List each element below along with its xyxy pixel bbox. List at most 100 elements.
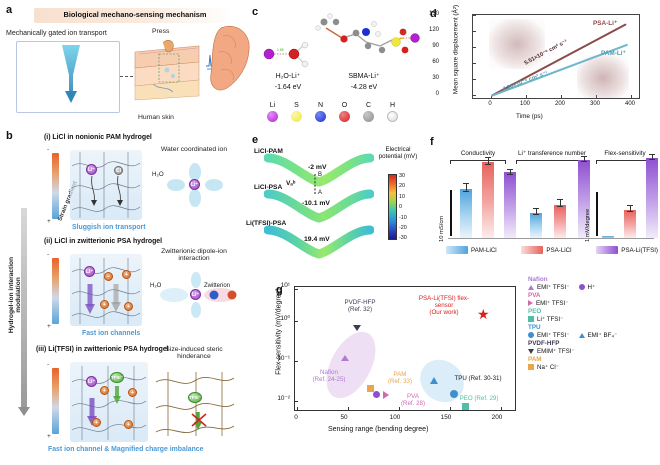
d-xtick: 400 xyxy=(624,101,635,107)
g-xtick: 100 xyxy=(389,414,401,421)
panel-a-title-bar xyxy=(34,8,232,23)
section-i-right-title: Water coordinated ion xyxy=(160,146,228,153)
hydrogel-network-iii: Li⁺ TFSI⁻ + + + + xyxy=(70,362,148,442)
triangle-up-icon xyxy=(528,284,534,290)
atom-legend-item: Li xyxy=(264,102,281,122)
g-legend-row: Li⁺ TFSI⁻ xyxy=(528,316,658,323)
atom-ball-n xyxy=(315,110,326,122)
panel-a-title: Biological mechano-sensing mechanism xyxy=(63,10,207,19)
g-point-tpu-emi[interactable] xyxy=(450,390,458,398)
cbar-tick: 0 xyxy=(399,204,402,210)
f-legend-item-psa-litfsi: PSA-Li(TFSI) xyxy=(596,246,658,254)
potential-ribbon-2 xyxy=(263,188,375,230)
e-row-label-3: Li(TFSI)-PSA xyxy=(246,220,287,227)
f-scalebar-flex xyxy=(596,192,598,236)
atom-legend-item: C xyxy=(360,102,377,122)
d-xtick: 300 xyxy=(589,101,600,107)
zwitterion-dipole-diagram: Li⁺ xyxy=(152,272,240,318)
f-scalebar-label-flex: 1 mV/degree xyxy=(585,208,591,242)
f-legend-label-psa-litfsi: PSA-Li(TFSI) xyxy=(621,246,658,254)
e-row-label-2: LiCl-PSA xyxy=(254,184,283,191)
triangle-down-icon xyxy=(528,348,534,354)
d-ytick: 30 xyxy=(432,75,439,81)
section-iii-right-title: Size-induced steric hinderance xyxy=(165,346,223,360)
g-annotation-tpu: TPU (Ref. 30-31) xyxy=(454,375,502,382)
f-scalebar-label-conductivity: 10 mS/cm xyxy=(439,215,445,242)
polarity-minus-i: - xyxy=(47,146,50,153)
g-legend-entry-text: Na⁺ Cl⁻ xyxy=(537,363,560,371)
anion-ii-3: + xyxy=(100,300,109,309)
g-point-nafion-h[interactable] xyxy=(373,391,380,398)
square-icon xyxy=(528,364,534,370)
li-ion-i: Li⁺ xyxy=(86,164,97,175)
msd-series-label-psa: PSA-Li⁺ xyxy=(593,20,618,27)
press-label: Press xyxy=(152,28,170,35)
atom-name: H xyxy=(389,102,396,109)
f-legend-swatch-pam xyxy=(446,246,468,254)
panel-e: e LiCl-PAM LiCl-PSA Li(TFSI)-PSA xyxy=(242,128,420,268)
g-point-tpu-bf4[interactable] xyxy=(430,377,438,384)
panel-f-letter: f xyxy=(430,136,434,148)
f-bar-cond-psa-licl xyxy=(482,162,494,238)
g-point-pva[interactable] xyxy=(383,391,389,399)
panel-b-letter: b xyxy=(6,130,13,142)
zwitterion-label-ii: Zwitterion xyxy=(204,283,231,289)
polarity-minus-ii: - xyxy=(47,251,50,258)
water-label-i: H₂O xyxy=(152,171,164,178)
f-legend-label-psa-licl: PSA-LiCl xyxy=(546,246,572,254)
g-legend-material-pva: PVA xyxy=(528,292,541,299)
section-ii-right-title: Zwitterionic dipole-ion interaction xyxy=(161,248,227,262)
f-group-title-2: Li⁺ transference number xyxy=(517,150,587,157)
cbar-tick: -30 xyxy=(399,235,407,241)
g-legend-material-nafion: Nafion xyxy=(528,276,548,283)
f-bracket-1 xyxy=(450,160,506,164)
g-ytick: 10¹ xyxy=(280,282,290,289)
d-ytick: 120 xyxy=(428,27,439,33)
panel-a: a Biological mechano-sensing mechanism M… xyxy=(0,0,250,128)
f-scalebar-conductivity xyxy=(450,190,452,236)
steric-hinderance-diagram: TFSI⁻ xyxy=(152,368,236,438)
atom-legend-item: S xyxy=(288,102,305,122)
molecule-1-energy: -1.64 eV xyxy=(274,84,302,91)
triangle-up-icon xyxy=(578,332,585,338)
g-point-our-work-star[interactable]: ★ xyxy=(477,306,490,322)
square-icon xyxy=(528,316,534,322)
g-annotation-nafion: Nafion (Ref. 24-25) xyxy=(312,369,346,384)
g-point-nafion-emi[interactable] xyxy=(341,355,349,361)
panel-c-letter: c xyxy=(252,6,259,18)
d-xtick: 200 xyxy=(554,101,565,107)
g-legend-entry-text: EMI⁺ BF₄⁻ xyxy=(587,331,618,339)
g-point-pam[interactable] xyxy=(367,385,374,392)
polarity-plus-i: + xyxy=(47,218,51,225)
d-ytick: 60 xyxy=(432,59,439,65)
g-legend-group-pvdf-hfp: PVDF-HFP EMIM⁺ TFSI⁻ xyxy=(528,340,658,355)
probe-b-label: B xyxy=(318,172,323,178)
vab-label: Vₐᵇ xyxy=(286,180,296,187)
panel-d-letter: d xyxy=(430,8,437,20)
atom-legend-item: O xyxy=(336,102,353,122)
f-bar-cond-psa-litfsi xyxy=(504,172,516,238)
g-ytick: 10⁻¹ xyxy=(277,355,290,362)
tfsi-ion-steric: TFSI⁻ xyxy=(188,392,202,403)
f-bar-cond-pam xyxy=(460,189,472,238)
g-annotation-our-work: PSA-Li(TFSI) flex-sensor (Our work) xyxy=(418,295,470,317)
cbar-tick: 20 xyxy=(399,183,405,189)
connector-dashed-line xyxy=(120,76,133,77)
f-group-title-3: Flex-sensitivity xyxy=(604,150,646,157)
f-bracket-2 xyxy=(516,160,586,164)
g-legend-row: Na⁺ Cl⁻ xyxy=(528,364,658,371)
cl-ion-i: Cl xyxy=(114,166,123,175)
g-point-pvdf-hfp[interactable] xyxy=(353,325,361,331)
g-legend-group-pam: PAM Na⁺ Cl⁻ xyxy=(528,356,658,371)
triangle-right-icon xyxy=(528,300,533,306)
g-legend-entry-text: Li⁺ TFSI⁻ xyxy=(537,315,564,323)
tfsi-ion-iii: TFSI⁻ xyxy=(110,372,124,383)
g-point-peo[interactable] xyxy=(462,403,469,410)
li-ion-zwitterion: Li⁺ xyxy=(190,289,201,300)
atom-ball-s xyxy=(291,110,302,122)
e-value-3: 19.4 mV xyxy=(304,236,330,243)
g-legend-row: EMI⁺ TFSI⁻ xyxy=(528,300,658,307)
cbar-tick: -10 xyxy=(399,215,407,221)
section-i-caption: Sluggish ion transport xyxy=(72,224,146,231)
strain-gradient-bar-i xyxy=(52,153,59,219)
